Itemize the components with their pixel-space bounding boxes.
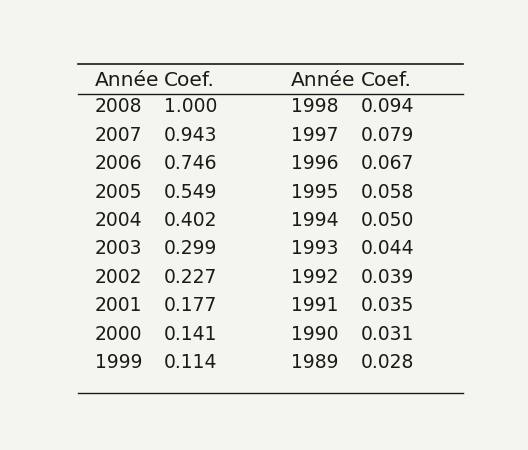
Text: 0.094: 0.094 <box>361 97 414 116</box>
Text: 2005: 2005 <box>95 183 142 202</box>
Text: 0.141: 0.141 <box>164 324 218 344</box>
Text: 1996: 1996 <box>291 154 338 173</box>
Text: 0.067: 0.067 <box>361 154 414 173</box>
Text: 1994: 1994 <box>291 211 338 230</box>
Text: 0.031: 0.031 <box>361 324 414 344</box>
Text: 0.746: 0.746 <box>164 154 218 173</box>
Text: 1998: 1998 <box>291 97 338 116</box>
Text: 1989: 1989 <box>291 353 338 372</box>
Text: 1995: 1995 <box>291 183 338 202</box>
Text: 0.549: 0.549 <box>164 183 218 202</box>
Text: 2006: 2006 <box>95 154 142 173</box>
Text: 0.079: 0.079 <box>361 126 414 145</box>
Text: 1991: 1991 <box>291 296 338 315</box>
Text: 2003: 2003 <box>95 239 142 258</box>
Text: 2007: 2007 <box>95 126 142 145</box>
Text: 1992: 1992 <box>291 268 338 287</box>
Text: 0.227: 0.227 <box>164 268 218 287</box>
Text: 2001: 2001 <box>95 296 142 315</box>
Text: 1993: 1993 <box>291 239 338 258</box>
Text: 0.114: 0.114 <box>164 353 218 372</box>
Text: 1.000: 1.000 <box>164 97 218 116</box>
Text: Année: Année <box>95 71 159 90</box>
Text: 1990: 1990 <box>291 324 338 344</box>
Text: 0.058: 0.058 <box>361 183 414 202</box>
Text: 0.028: 0.028 <box>361 353 414 372</box>
Text: 0.050: 0.050 <box>361 211 414 230</box>
Text: 1999: 1999 <box>95 353 142 372</box>
Text: Année: Année <box>291 71 355 90</box>
Text: 0.039: 0.039 <box>361 268 414 287</box>
Text: 0.943: 0.943 <box>164 126 218 145</box>
Text: 0.402: 0.402 <box>164 211 218 230</box>
Text: Coef.: Coef. <box>164 71 215 90</box>
Text: 2002: 2002 <box>95 268 142 287</box>
Text: 2000: 2000 <box>95 324 142 344</box>
Text: Coef.: Coef. <box>361 71 411 90</box>
Text: 0.299: 0.299 <box>164 239 218 258</box>
Text: 0.177: 0.177 <box>164 296 218 315</box>
Text: 2004: 2004 <box>95 211 142 230</box>
Text: 2008: 2008 <box>95 97 142 116</box>
Text: 0.044: 0.044 <box>361 239 414 258</box>
Text: 1997: 1997 <box>291 126 338 145</box>
Text: 0.035: 0.035 <box>361 296 414 315</box>
